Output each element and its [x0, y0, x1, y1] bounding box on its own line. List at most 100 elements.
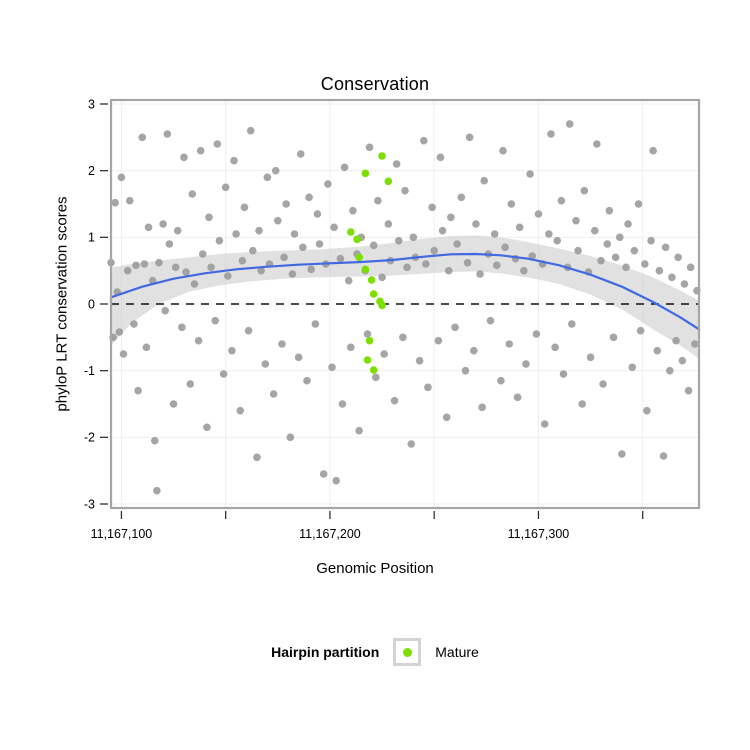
data-point: [307, 265, 315, 274]
data-point: [255, 226, 263, 235]
data-point: [470, 346, 478, 355]
data-point: [438, 226, 447, 235]
data-point: [674, 253, 682, 262]
data-point: [278, 340, 286, 348]
data-point: [430, 246, 438, 255]
data-point: [153, 486, 161, 495]
data-point: [403, 263, 411, 272]
data-point: [142, 343, 151, 352]
y-tick-label: -3: [84, 497, 95, 511]
data-point: [140, 260, 149, 268]
data-point: [409, 233, 418, 242]
legend-key-box: [393, 638, 422, 666]
x-tick-label: 11,167,200: [299, 527, 361, 541]
data-point: [130, 320, 138, 328]
data-point: [194, 336, 203, 345]
mature-data-point: [361, 169, 370, 178]
legend: Hairpin partition Mature: [0, 638, 750, 666]
data-point: [372, 373, 380, 382]
data-point: [520, 266, 528, 275]
data-point: [428, 203, 436, 212]
scatter-plot-canvas: 11,167,100 11,167,200 11,167,300 -3 -2 -1 0 1 2 3: [84, 97, 701, 541]
x-axis-ticks: 11,167,100 11,167,200 11,167,300: [91, 511, 644, 541]
data-point: [338, 400, 347, 408]
data-point: [215, 236, 224, 245]
data-point: [603, 240, 612, 248]
x-tick-label: 11,167,100: [91, 527, 153, 541]
data-point: [346, 343, 355, 352]
data-point: [324, 180, 332, 188]
data-point: [545, 230, 553, 238]
data-point: [553, 236, 562, 245]
data-point: [263, 173, 272, 182]
data-point: [161, 306, 170, 315]
data-point: [526, 170, 534, 178]
mature-data-point: [369, 366, 378, 374]
data-point: [290, 230, 299, 238]
grid-lines: [111, 100, 699, 508]
data-point: [163, 130, 172, 138]
data-point: [188, 190, 197, 198]
data-point: [198, 250, 207, 258]
smooth-trend-line: [109, 252, 701, 331]
data-point: [634, 200, 643, 208]
data-point: [282, 200, 290, 208]
data-point: [328, 363, 336, 372]
data-point: [551, 343, 559, 352]
data-point: [340, 163, 349, 172]
data-point: [394, 236, 403, 245]
data-point: [190, 280, 199, 288]
data-point: [269, 390, 278, 398]
data-point: [125, 196, 134, 205]
data-point: [294, 353, 303, 362]
data-point: [568, 320, 576, 328]
data-point: [378, 273, 386, 282]
data-point: [374, 196, 382, 205]
data-point: [253, 453, 261, 462]
confidence-band: [111, 235, 699, 359]
data-point: [296, 150, 305, 158]
chart-title: Conservation: [320, 74, 430, 94]
data-point: [668, 273, 676, 282]
data-point: [319, 470, 328, 478]
data-point: [286, 433, 295, 442]
data-point: [344, 276, 353, 285]
data-point: [507, 200, 516, 208]
mature-data-point: [361, 265, 370, 274]
data-point: [624, 220, 632, 228]
data-point: [173, 226, 182, 235]
data-point: [203, 423, 211, 432]
data-point: [643, 406, 651, 415]
mature-data-point: [346, 228, 355, 236]
data-point: [332, 476, 340, 485]
data-point: [274, 216, 282, 225]
data-point: [219, 370, 228, 378]
data-point: [205, 213, 213, 222]
data-point: [365, 143, 374, 152]
y-tick-label: -2: [84, 431, 95, 445]
data-point: [497, 376, 505, 385]
data-point: [578, 400, 587, 408]
data-point: [165, 240, 174, 248]
data-point: [336, 254, 345, 263]
y-tick-label: -1: [84, 364, 95, 378]
data-point: [280, 253, 288, 262]
mature-data-point: [378, 152, 386, 160]
data-point: [499, 146, 507, 155]
data-point: [399, 333, 407, 342]
data-point: [257, 266, 265, 275]
data-point: [528, 252, 536, 260]
data-point: [599, 380, 607, 388]
data-point: [655, 266, 664, 275]
data-point: [611, 253, 620, 262]
data-point: [117, 173, 126, 182]
data-point: [261, 360, 270, 368]
data-point: [672, 336, 680, 345]
data-point: [451, 323, 459, 332]
data-point: [246, 126, 255, 135]
data-point: [666, 366, 674, 375]
data-point: [513, 393, 522, 402]
data-point: [465, 133, 474, 142]
data-point: [238, 256, 247, 265]
